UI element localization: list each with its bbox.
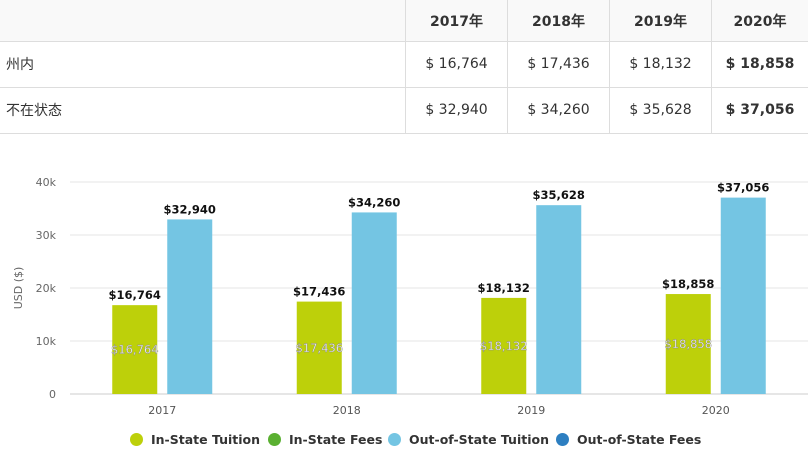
legend-label: Out-of-State Fees [577,432,702,447]
chart-legend: In-State Tuition In-State Fees Out-of-St… [0,432,808,452]
x-tick-label: 2017 [148,404,176,417]
legend-swatch [130,433,143,446]
legend-swatch [556,433,569,446]
data-label: $16,764 [109,288,161,302]
tuition-bar-chart: 0 10k 20k 30k 40k USD ($) 2017 $16,764 $16,764 $3… [12,176,808,417]
header-cell-2017: 2017年 [405,0,507,41]
y-tick-label: 20k [36,282,57,295]
x-tick-label: 2018 [333,404,361,417]
legend-swatch [268,433,281,446]
legend-item-in-state-fees[interactable]: In-State Fees [268,432,382,447]
y-tick-label: 40k [36,176,57,189]
inner-data-label: $18,858 [664,337,712,351]
legend-item-in-state-tuition[interactable]: In-State Tuition [130,432,260,447]
x-tick-label: 2020 [702,404,730,417]
header-cell-2018: 2018年 [507,0,609,41]
legend-label: In-State Tuition [151,432,261,447]
y-tick-label: 0 [49,388,56,401]
data-label: $18,858 [662,277,714,291]
bar-out-of-state-tuition [720,197,766,394]
legend-label: Out-of-State Tuition [409,432,549,447]
inner-data-label: $17,436 [295,341,343,355]
data-label: $17,436 [293,285,345,299]
data-label: $32,940 [164,202,216,216]
table-cell: $ 18,858 [711,41,808,87]
table-row: 不在状态 $ 32,940 $ 34,260 $ 35,628 $ 37,056 [0,87,808,134]
legend-item-out-of-state-fees[interactable]: Out-of-State Fees [556,432,701,447]
table-cell: $ 16,764 [405,41,507,87]
table-header-row: 2017年 2018年 2019年 2020年 [0,0,808,42]
y-axis-label: USD ($) [12,267,25,310]
bar-out-of-state-tuition [351,212,397,394]
table-cell: $ 34,260 [507,87,609,133]
bar-in-state-tuition [481,297,527,394]
table-cell: $ 37,056 [711,87,808,133]
table-cell: $ 18,132 [609,41,711,87]
legend-item-out-of-state-tuition[interactable]: Out-of-State Tuition [388,432,549,447]
table-cell: $ 35,628 [609,87,711,133]
table-cell: $ 17,436 [507,41,609,87]
data-label: $34,260 [348,195,400,209]
data-label: $35,628 [533,188,585,202]
bar-in-state-tuition [296,301,342,394]
table-row: 州内 $ 16,764 $ 17,436 $ 18,132 $ 18,858 [0,41,808,88]
data-label: $18,132 [478,281,530,295]
x-tick-label: 2019 [517,404,545,417]
table-cell: $ 32,940 [405,87,507,133]
y-tick-label: 30k [36,229,57,242]
row-label-in-state: 州内 [6,57,34,73]
header-cell-2019: 2019年 [609,0,711,41]
bar-out-of-state-tuition [536,205,582,394]
row-label-out-of-state: 不在状态 [6,103,62,119]
legend-swatch [388,433,401,446]
y-tick-label: 10k [36,335,57,348]
legend-label: In-State Fees [289,432,383,447]
bar-in-state-tuition [665,294,711,394]
header-cell-empty [0,0,405,41]
bar-out-of-state-tuition [167,219,213,394]
bar-in-state-tuition [112,305,158,394]
header-cell-2020: 2020年 [711,0,808,41]
inner-data-label: $18,132 [480,339,528,353]
data-label: $37,056 [717,181,769,195]
inner-data-label: $16,764 [111,343,159,357]
